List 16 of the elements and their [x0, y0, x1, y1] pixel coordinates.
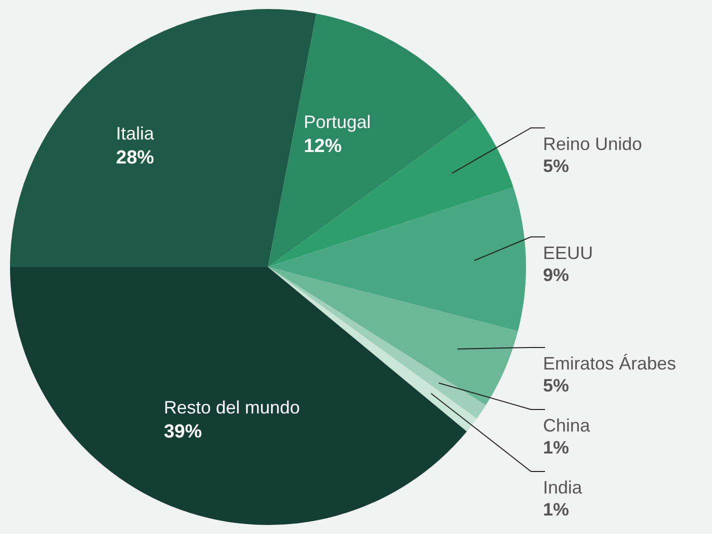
data-label: 28% — [116, 148, 154, 169]
slice-label: Reino Unido — [543, 134, 642, 154]
data-label: 1% — [543, 499, 570, 520]
slice-label: India — [543, 477, 584, 498]
slice-label: Italia — [116, 124, 156, 144]
slice-label: EEUU — [543, 242, 594, 263]
data-label: 1% — [543, 437, 570, 458]
data-label: 12% — [304, 136, 342, 157]
data-label: 5% — [543, 375, 570, 396]
slice-label: China — [543, 415, 592, 436]
data-label: 5% — [543, 156, 570, 176]
slice-label: Emiratos Árabes — [543, 353, 676, 374]
slice-label: Resto del mundo — [164, 398, 300, 418]
data-label: 39% — [164, 422, 202, 443]
data-label: 9% — [543, 264, 570, 285]
slice-label: Portugal — [304, 112, 371, 132]
